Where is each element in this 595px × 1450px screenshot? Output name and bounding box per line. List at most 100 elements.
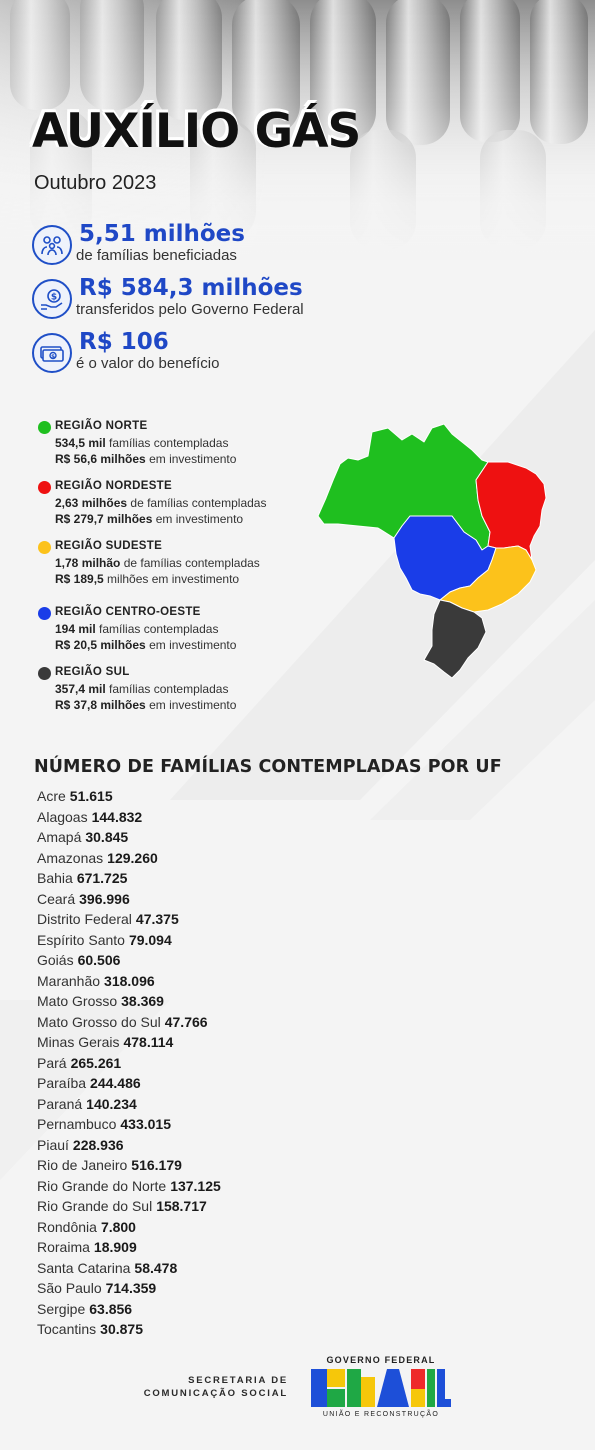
uf-row: Espírito Santo 79.094 bbox=[37, 930, 221, 951]
svg-text:$: $ bbox=[51, 354, 55, 360]
region-investment: R$ 56,6 milhões em investimento bbox=[55, 452, 237, 466]
region-name: REGIÃO CENTRO-OESTE bbox=[55, 606, 201, 618]
uf-value: 140.234 bbox=[86, 1095, 137, 1112]
uf-name: Amapá bbox=[37, 829, 82, 845]
uf-value: 79.094 bbox=[128, 931, 172, 948]
uf-name: Minas Gerais bbox=[37, 1034, 120, 1050]
page-title: AUXÍLIO GÁS bbox=[32, 104, 361, 159]
governo-federal-logo: GOVERNO FEDERAL UNIÃO E RECONSTRUÇÃO bbox=[306, 1355, 456, 1425]
region-name: REGIÃO SUL bbox=[55, 666, 130, 678]
uf-name: Rio Grande do Sul bbox=[37, 1198, 153, 1214]
highlight-value: R$ 106 bbox=[79, 329, 169, 355]
uf-name: Tocantins bbox=[37, 1321, 97, 1337]
region-families: 194 mil famílias contempladas bbox=[55, 622, 219, 636]
uf-value: 47.375 bbox=[135, 911, 179, 927]
uf-value: 63.856 bbox=[89, 1300, 133, 1317]
gov-bottom-text: UNIÃO E RECONSTRUÇÃO bbox=[322, 1411, 440, 1418]
uf-row: Mato Grosso do Sul 47.766 bbox=[37, 1012, 221, 1033]
uf-row: Paraná 140.234 bbox=[37, 1094, 221, 1115]
uf-name: Piauí bbox=[37, 1136, 69, 1153]
uf-row: Tocantins 30.875 bbox=[37, 1319, 221, 1340]
region-color-dot bbox=[38, 607, 51, 620]
uf-name: Rondônia bbox=[37, 1218, 97, 1235]
uf-row: Pernambuco 433.015 bbox=[37, 1114, 221, 1135]
uf-row: Piauí 228.936 bbox=[37, 1135, 221, 1156]
uf-value: 265.261 bbox=[70, 1054, 122, 1071]
region-families: 1,78 milhão de famílias contempladas bbox=[55, 556, 260, 570]
region-name: REGIÃO SUDESTE bbox=[55, 540, 163, 552]
region-investment: R$ 189,5 milhões em investimento bbox=[55, 572, 240, 586]
region-name: REGIÃO NORDESTE bbox=[55, 480, 172, 492]
uf-value: 478.114 bbox=[123, 1034, 174, 1050]
secom-line-1: SECRETARIA DE bbox=[188, 1375, 288, 1386]
highlight-value: 5,51 milhões bbox=[79, 221, 245, 247]
money-hand-icon: $ bbox=[32, 279, 72, 319]
uf-row: Bahia 671.725 bbox=[37, 868, 221, 889]
uf-row: Alagoas 144.832 bbox=[37, 807, 221, 828]
region-families: 534,5 mil famílias contempladas bbox=[55, 436, 229, 450]
uf-name: Espírito Santo bbox=[37, 931, 125, 948]
uf-name: Paraíba bbox=[37, 1075, 87, 1091]
secom-logo: SECRETARIA DE COMUNICAÇÃO SOCIAL bbox=[140, 1374, 288, 1400]
region-color-dot bbox=[38, 667, 51, 680]
region-families: 357,4 mil famílias contempladas bbox=[55, 682, 229, 696]
uf-row: Amazonas 129.260 bbox=[37, 848, 221, 869]
uf-row: Santa Catarina 58.478 bbox=[37, 1258, 221, 1279]
uf-value: 516.179 bbox=[131, 1157, 182, 1173]
region-families: 2,63 milhões de famílias contempladas bbox=[55, 496, 267, 510]
uf-value: 244.486 bbox=[90, 1075, 141, 1091]
uf-name: Bahia bbox=[37, 870, 73, 886]
map-region-sul bbox=[423, 599, 487, 679]
uf-row: Mato Grosso 38.369 bbox=[37, 991, 221, 1012]
svg-text:$: $ bbox=[51, 293, 57, 303]
highlight-label: é o valor do benefício bbox=[76, 355, 220, 372]
uf-heading: NÚMERO DE FAMÍLIAS CONTEMPLADAS POR UF bbox=[34, 757, 502, 777]
uf-value: 18.909 bbox=[93, 1239, 137, 1255]
uf-row: Distrito Federal 47.375 bbox=[37, 909, 221, 930]
uf-list: Acre 51.615 Alagoas 144.832 Amapá 30.845 Amazo… bbox=[37, 786, 221, 1340]
uf-row: Paraíba 244.486 bbox=[37, 1073, 221, 1094]
uf-name: Paraná bbox=[37, 1095, 83, 1112]
highlight-label: transferidos pelo Governo Federal bbox=[76, 301, 304, 318]
uf-row: Rio Grande do Sul 158.717 bbox=[37, 1196, 221, 1217]
uf-value: 158.717 bbox=[156, 1198, 207, 1214]
uf-row: Rio Grande do Norte 137.125 bbox=[37, 1176, 221, 1197]
banknote-icon: $ bbox=[32, 333, 72, 373]
uf-value: 7.800 bbox=[100, 1218, 136, 1235]
uf-name: Rio de Janeiro bbox=[37, 1157, 128, 1173]
uf-value: 433.015 bbox=[120, 1116, 171, 1132]
uf-row: Acre 51.615 bbox=[37, 786, 221, 807]
uf-name: Distrito Federal bbox=[37, 911, 132, 927]
uf-row: Sergipe 63.856 bbox=[37, 1299, 221, 1320]
uf-name: Amazonas bbox=[37, 849, 104, 866]
uf-value: 671.725 bbox=[76, 870, 128, 886]
uf-name: Santa Catarina bbox=[37, 1259, 131, 1276]
uf-name: Alagoas bbox=[37, 808, 88, 825]
uf-value: 47.766 bbox=[164, 1013, 208, 1030]
uf-row: Roraima 18.909 bbox=[37, 1237, 221, 1258]
region-color-dot bbox=[38, 481, 51, 494]
uf-name: Roraima bbox=[37, 1239, 90, 1255]
brazil-map bbox=[317, 423, 547, 679]
uf-value: 58.478 bbox=[134, 1259, 178, 1276]
uf-value: 38.369 bbox=[121, 993, 164, 1009]
uf-name: Sergipe bbox=[37, 1300, 86, 1317]
page-subtitle: Outubro 2023 bbox=[34, 172, 157, 194]
uf-row: Ceará 396.996 bbox=[37, 889, 221, 910]
gov-top-text: GOVERNO FEDERAL bbox=[326, 1355, 436, 1365]
uf-value: 51.615 bbox=[69, 788, 113, 804]
secom-line-2: COMUNICAÇÃO SOCIAL bbox=[143, 1388, 288, 1399]
uf-value: 396.996 bbox=[79, 890, 130, 907]
region-investment: R$ 279,7 milhões em investimento bbox=[55, 512, 244, 526]
uf-value: 30.845 bbox=[85, 829, 129, 845]
uf-name: Ceará bbox=[37, 890, 76, 907]
uf-name: Mato Grosso bbox=[37, 993, 118, 1009]
region-color-dot bbox=[38, 541, 51, 554]
region-name: REGIÃO NORTE bbox=[55, 420, 148, 432]
region-investment: R$ 37,8 milhões em investimento bbox=[55, 698, 237, 712]
highlight-value: R$ 584,3 milhões bbox=[79, 275, 303, 301]
uf-value: 318.096 bbox=[104, 972, 155, 989]
brasil-wordmark bbox=[311, 1369, 451, 1407]
header-side-fade bbox=[0, 0, 595, 260]
uf-value: 228.936 bbox=[72, 1136, 124, 1153]
